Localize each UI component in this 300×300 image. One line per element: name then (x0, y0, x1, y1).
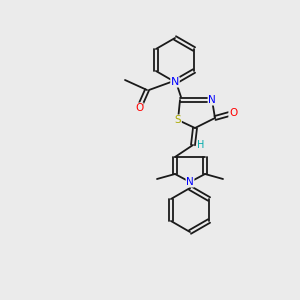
Text: N: N (186, 177, 194, 187)
Text: H: H (197, 140, 205, 150)
Text: O: O (135, 103, 143, 113)
Text: O: O (229, 108, 237, 118)
Text: N: N (208, 95, 216, 105)
Text: N: N (171, 77, 179, 87)
Text: S: S (175, 115, 181, 125)
